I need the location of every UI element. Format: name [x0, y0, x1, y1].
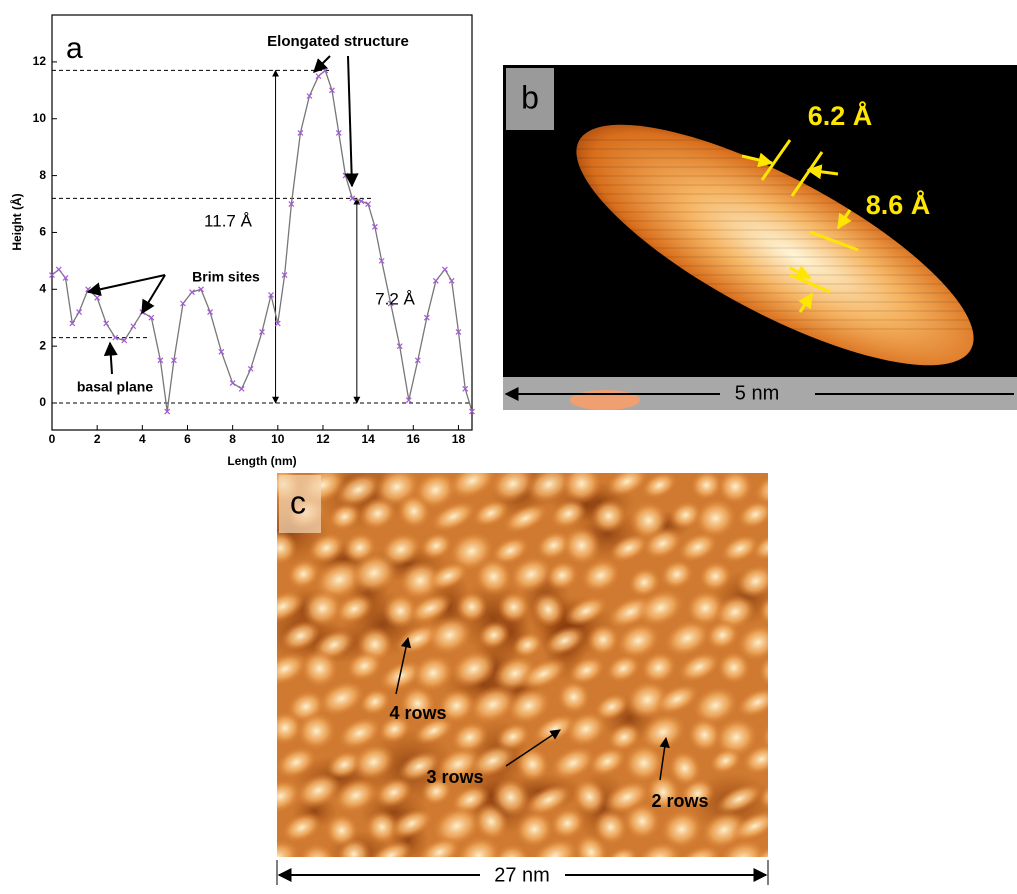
y-tick-label: 6 — [39, 225, 46, 239]
scale-label: 27 nm — [494, 864, 550, 886]
surface-feature — [780, 746, 823, 787]
y-tick-label: 2 — [39, 338, 46, 352]
image-label: b — [521, 79, 539, 115]
x-tick-label: 10 — [271, 432, 285, 446]
x-tick-label: 4 — [139, 432, 146, 446]
annotation: Brim sites — [192, 269, 260, 285]
page-body: {"chart_data": {"type": "line", "panel_l… — [0, 0, 1017, 894]
x-tick-label: 2 — [94, 432, 101, 446]
page: body { margin: 0; background: #fff; font… — [0, 0, 1017, 894]
x-tick-label: 18 — [452, 432, 466, 446]
plot-frame — [52, 15, 472, 430]
y-tick-label: 12 — [33, 54, 47, 68]
x-tick-label: 0 — [49, 432, 56, 446]
x-tick-label: 6 — [184, 432, 191, 446]
x-axis-label: Length (nm) — [227, 454, 296, 468]
y-tick-label: 4 — [39, 281, 46, 295]
y-axis-label: Height (Å) — [9, 193, 24, 250]
measurement: 8.6 Å — [866, 189, 931, 220]
y-tick-label: 8 — [39, 168, 46, 182]
annotation: basal plane — [77, 379, 153, 395]
annotation: 2 rows — [651, 791, 708, 811]
measurement: 6.2 Å — [808, 100, 873, 131]
image-label: c — [290, 484, 306, 520]
annotation: 7.2 Å — [375, 289, 415, 308]
annotation: 3 rows — [426, 767, 483, 787]
y-tick-label: 0 — [39, 395, 46, 409]
surface-feature — [779, 624, 823, 664]
panel-label: a — [66, 32, 83, 65]
annotation: 11.7 Å — [204, 211, 253, 230]
annotation: 4 rows — [389, 703, 446, 723]
y-tick-label: 10 — [33, 111, 47, 125]
surface-feature — [772, 491, 830, 543]
surface-feature — [770, 809, 822, 851]
surface-feature — [775, 555, 826, 604]
annotation: Elongated structure — [267, 33, 409, 50]
x-tick-label: 14 — [361, 432, 375, 446]
x-tick-label: 12 — [316, 432, 330, 446]
figure: 0 2 4 6 8 10 12 0 2 4 6 8 10 12 14 16 18 Length (nm) Heigh… — [0, 0, 1017, 889]
x-tick-label: 16 — [407, 432, 421, 446]
scale-label: 5 nm — [735, 382, 779, 404]
surface-feature — [775, 674, 822, 722]
x-tick-label: 8 — [229, 432, 236, 446]
stm-image-c — [248, 453, 830, 888]
